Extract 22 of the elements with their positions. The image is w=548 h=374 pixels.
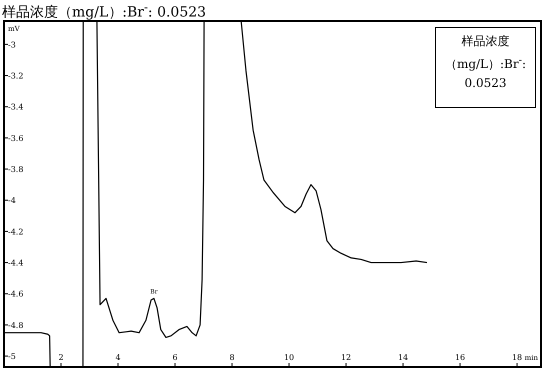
chart-title: 样品浓度（mg/L）:Br$^{-}$: 0.0523 (2, 0, 206, 22)
x-tick-label: 2 (58, 353, 64, 362)
y-tick-label: -3.6 (8, 134, 24, 143)
x-tick-label: 16 (454, 353, 466, 362)
y-tick-label: -3.2 (8, 72, 24, 81)
y-tick-label: -3 (8, 40, 16, 50)
y-tick-label: -4.4 (8, 258, 24, 268)
y-tick-label: -3.8 (8, 165, 24, 174)
x-tick-label: 6 (172, 353, 178, 362)
x-tick-label: 12 (340, 353, 352, 362)
y-tick-label: -4 (8, 196, 16, 206)
x-tick-label: 14 (398, 353, 408, 362)
x-tick-label: 8 (229, 353, 235, 362)
y-tick-label: -4.2 (8, 227, 24, 236)
text: 样品浓度（mg/L）:Br$^{-}$: 0.0523 (444, 34, 526, 90)
x-tick-label: 10 (284, 353, 294, 362)
y-tick-label: -4.8 (8, 320, 24, 330)
y-tick-label: -3.4 (8, 102, 24, 112)
y-tick-label: -4.6 (8, 290, 24, 299)
y-tick-label: -5 (8, 352, 16, 362)
x-tick-label: 4 (115, 353, 121, 362)
x-tick-label: 18 (512, 353, 522, 362)
